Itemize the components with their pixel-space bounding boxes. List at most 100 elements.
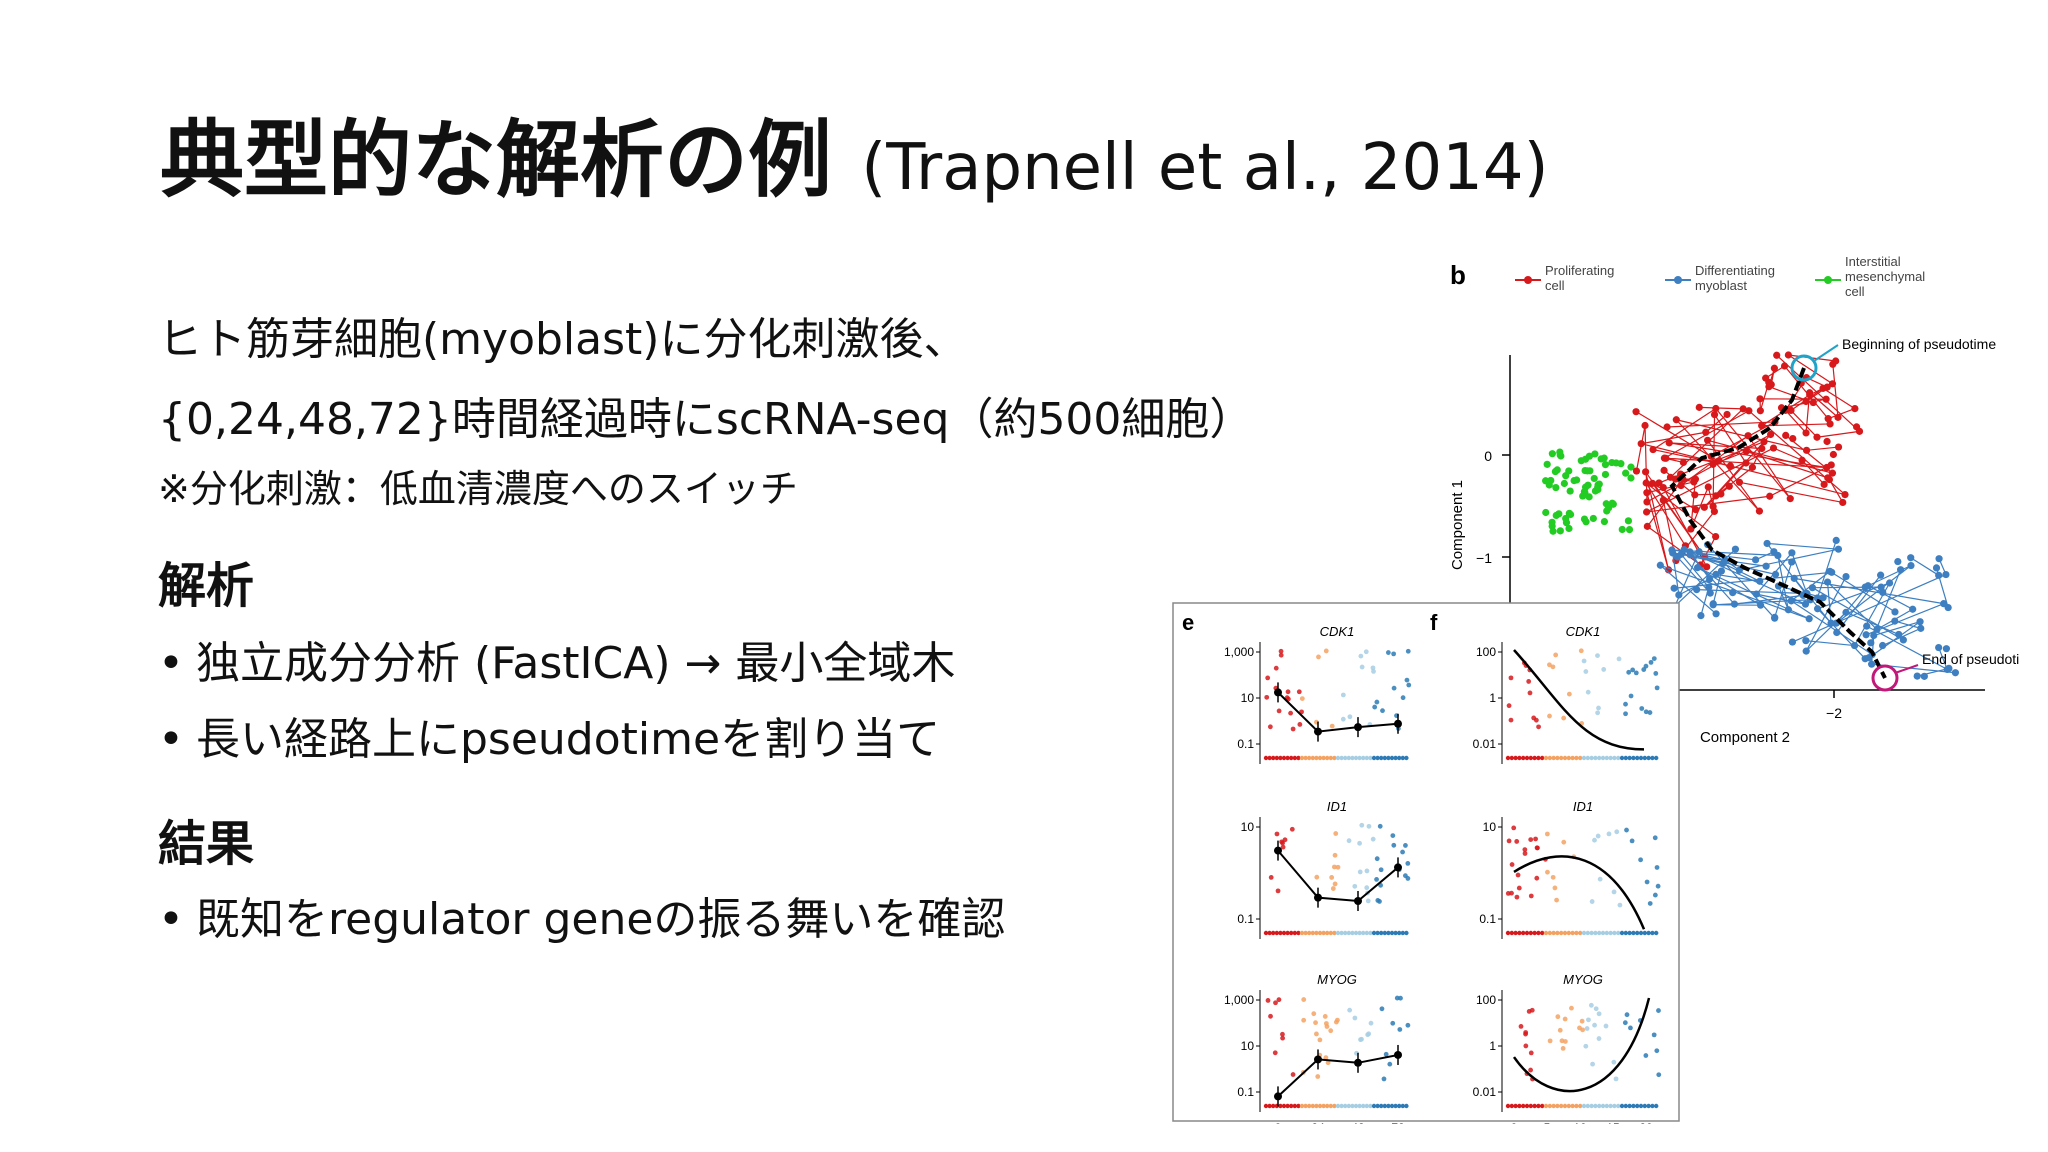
zero-point (1566, 930, 1571, 936)
expression-point (1516, 885, 1522, 891)
y-tick-label: 0 (1484, 448, 1492, 464)
expression-point (1316, 654, 1321, 660)
zero-point (1350, 930, 1355, 936)
expression-point (1329, 875, 1335, 880)
zero-point (1389, 930, 1395, 936)
zero-point (1400, 930, 1405, 936)
gene-label: CDK1 (1566, 624, 1601, 639)
expression-point (1518, 1023, 1524, 1029)
expression-point (1370, 665, 1376, 671)
zero-point (1536, 755, 1541, 761)
zero-point (1339, 930, 1344, 936)
zero-point (1574, 930, 1579, 936)
zero-point (1608, 1103, 1613, 1109)
zero-point (1635, 755, 1640, 761)
expression-point (1352, 883, 1358, 889)
slide-title: 典型的な解析の例 (Trapnell et al., 2014) (160, 118, 1549, 202)
tree-edge (1705, 414, 1728, 433)
cell-point (1826, 420, 1834, 428)
expression-point (1638, 857, 1644, 863)
zero-point (1532, 930, 1537, 936)
tree-edge (1938, 647, 1948, 670)
zero-point (1509, 930, 1514, 936)
x-tick-label: 5 (1544, 1121, 1551, 1124)
tree-edge (1707, 486, 1715, 512)
tree-edge (1739, 548, 1839, 571)
tree-edge (1722, 562, 1761, 582)
zero-point (1581, 1103, 1587, 1109)
expression-point (1375, 897, 1381, 903)
zero-point (1646, 1103, 1651, 1109)
expression-point (1557, 1027, 1563, 1033)
cell-point (1659, 483, 1667, 492)
cell-point (1894, 557, 1902, 566)
subplot-y-tick-label: 0.1 (1237, 1085, 1254, 1099)
zero-point (1619, 1103, 1625, 1109)
cell-point (1641, 421, 1649, 430)
zero-point (1364, 930, 1369, 936)
expression-point (1614, 829, 1620, 835)
cell-point (1782, 431, 1790, 439)
zero-point (1285, 1103, 1290, 1109)
expression-point (1527, 690, 1533, 696)
zero-point (1299, 1103, 1305, 1109)
expression-point (1274, 831, 1280, 837)
zero-point (1299, 930, 1305, 936)
zero-point (1623, 755, 1628, 761)
gene-label: CDK1 (1320, 624, 1355, 639)
expression-point (1622, 1020, 1628, 1026)
zero-point (1532, 755, 1537, 761)
zero-point (1299, 755, 1305, 761)
zero-point (1638, 930, 1644, 936)
cell-point (1951, 669, 1960, 677)
tree-edge (1873, 621, 1921, 637)
zero-point (1303, 1103, 1308, 1109)
expression-point (1313, 1020, 1318, 1026)
tree-edge (1712, 570, 1722, 604)
cell-point (1942, 570, 1950, 579)
tree-edge (1917, 667, 1950, 677)
legend-swatch-dot (1524, 276, 1532, 284)
tree-edge (1794, 577, 1944, 605)
legend-label: Proliferating cell (1545, 263, 1614, 293)
zero-point (1267, 930, 1272, 936)
expression-point (1514, 894, 1520, 900)
zero-point (1543, 755, 1549, 761)
expression-point (1296, 689, 1302, 695)
cell-point (1562, 514, 1570, 523)
expression-point (1585, 689, 1591, 695)
expression-point (1533, 836, 1538, 842)
zero-point (1638, 755, 1644, 761)
expression-point (1329, 723, 1335, 729)
expression-point (1323, 648, 1329, 654)
subplot-y-tick-label: 1,000 (1224, 993, 1254, 1007)
cell-point (1562, 472, 1570, 480)
tree-edge (1645, 471, 1706, 558)
expression-point (1370, 836, 1376, 842)
cell-point (1622, 469, 1630, 477)
zero-point (1400, 1103, 1405, 1109)
zero-point (1578, 1103, 1583, 1109)
expression-point (1264, 694, 1270, 700)
cell-point (1771, 570, 1780, 578)
legend-b: Proliferating cell Differentiating myoblast… (1515, 254, 1925, 299)
zero-point (1307, 1103, 1312, 1109)
intro-line-3: ※分化刺激：低血清濃度へのスイッチ (158, 467, 798, 511)
beginning-marker (1790, 354, 1818, 382)
subplot-y-tick-label: 10 (1241, 691, 1255, 705)
tree-edge (1822, 387, 1856, 410)
cell-point (1548, 450, 1556, 458)
smoothed-trend-curve (1513, 855, 1646, 930)
expression-point (1628, 1025, 1633, 1031)
zero-point (1521, 1103, 1526, 1109)
zero-point (1524, 755, 1530, 761)
expression-point (1588, 1002, 1594, 1008)
expression-point (1301, 1017, 1307, 1023)
tree-edge (1864, 564, 1912, 588)
zero-point (1335, 930, 1341, 936)
zero-point (1646, 930, 1651, 936)
tree-edge (1774, 561, 1793, 618)
zero-point (1289, 930, 1294, 936)
expression-point (1268, 874, 1274, 880)
